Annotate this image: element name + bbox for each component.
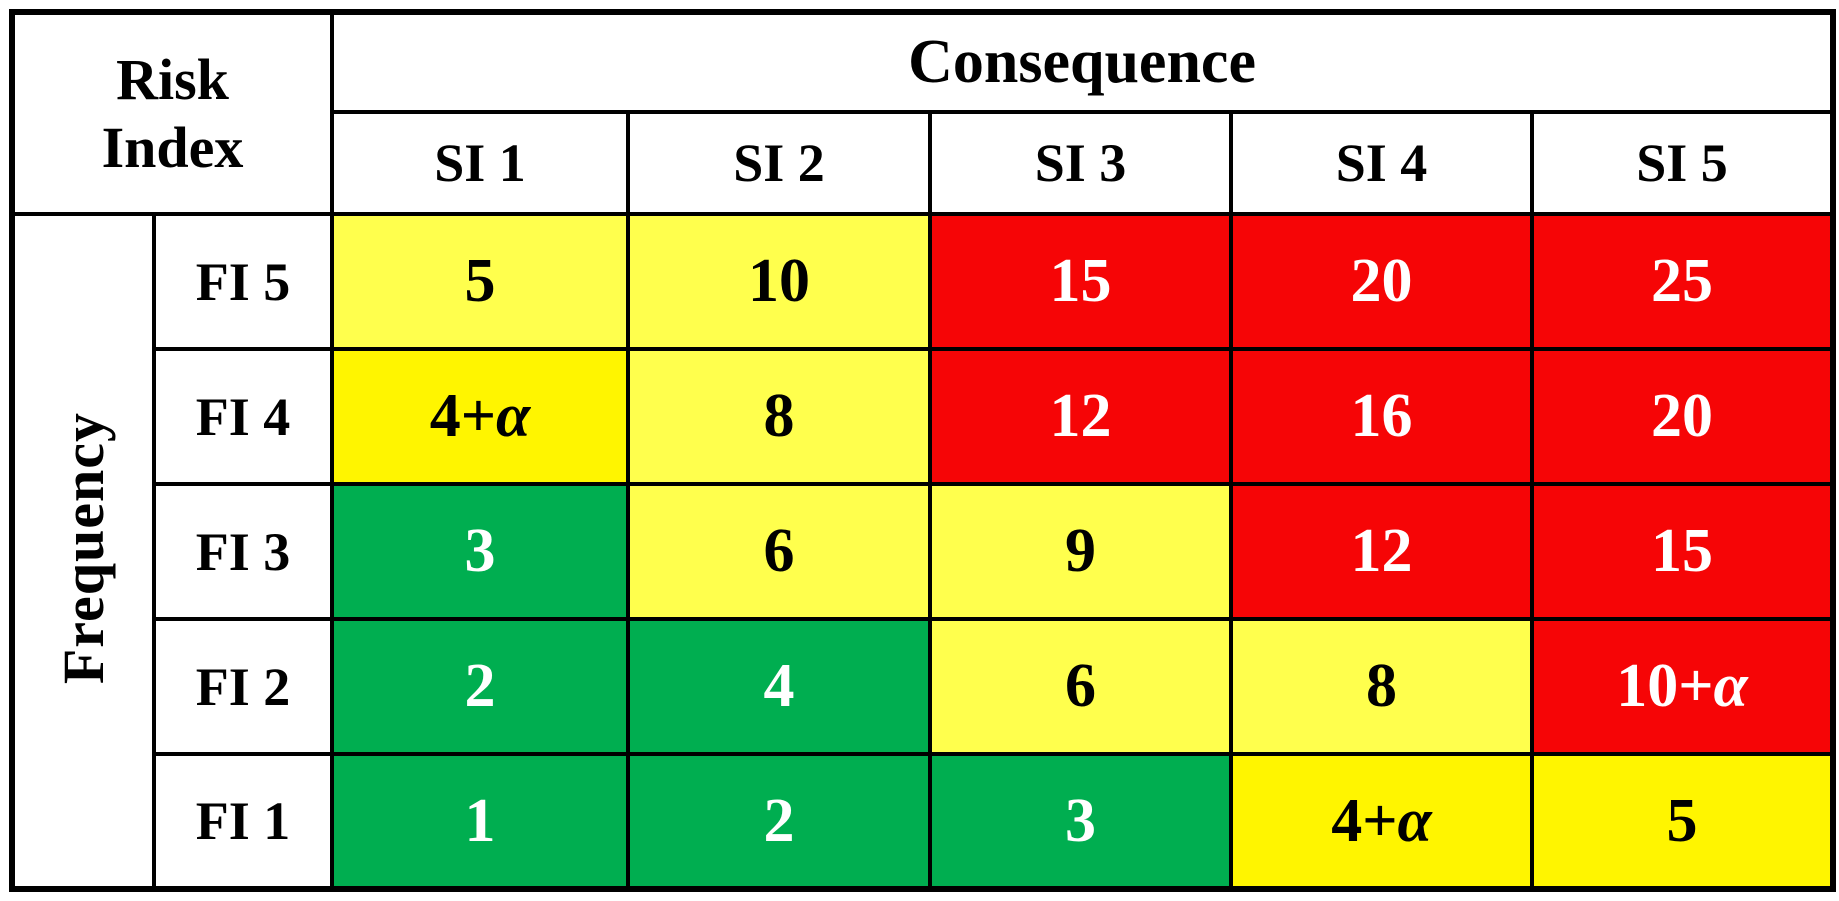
si-column-header-4: SI 4 bbox=[1229, 110, 1535, 216]
matrix-cell: 1 bbox=[330, 752, 631, 891]
fi-row-header-3: FI 3 bbox=[151, 482, 335, 621]
si-column-header-1: SI 1 bbox=[330, 110, 631, 216]
matrix-cell: 9 bbox=[928, 482, 1234, 621]
matrix-cell: 10+α bbox=[1530, 617, 1836, 756]
alpha-symbol: α bbox=[1713, 652, 1748, 720]
matrix-cell: 2 bbox=[330, 617, 631, 756]
si-column-header-5: SI 5 bbox=[1530, 110, 1836, 216]
matrix-cell: 15 bbox=[928, 212, 1234, 351]
risk-index-line-1: Risk bbox=[116, 47, 229, 113]
risk-index-header: Risk Index bbox=[9, 10, 335, 216]
risk-index-line-2: Index bbox=[101, 114, 244, 180]
matrix-cell: 16 bbox=[1229, 347, 1535, 486]
matrix-cell: 4 bbox=[626, 617, 933, 756]
matrix-cell: 5 bbox=[1530, 752, 1836, 891]
matrix-cell: 5 bbox=[330, 212, 631, 351]
matrix-cell: 6 bbox=[626, 482, 933, 621]
frequency-axis-label: Frequency bbox=[51, 412, 116, 685]
matrix-cell: 10 bbox=[626, 212, 933, 351]
fi-row-header-1: FI 1 bbox=[151, 752, 335, 891]
matrix-cell: 2 bbox=[626, 752, 933, 891]
matrix-cell: 12 bbox=[928, 347, 1234, 486]
consequence-header: Consequence bbox=[330, 10, 1836, 114]
frequency-axis-label-cell: Frequency bbox=[10, 212, 156, 891]
matrix-cell: 3 bbox=[928, 752, 1234, 891]
matrix-cell: 25 bbox=[1530, 212, 1836, 351]
matrix-cell: 4+α bbox=[1229, 752, 1535, 891]
fi-row-header-2: FI 2 bbox=[151, 617, 335, 756]
fi-row-header-5: FI 5 bbox=[151, 212, 335, 351]
matrix-cell: 3 bbox=[330, 482, 631, 621]
si-column-header-2: SI 2 bbox=[626, 110, 933, 216]
matrix-cell: 15 bbox=[1530, 482, 1836, 621]
matrix-cell: 8 bbox=[626, 347, 933, 486]
alpha-symbol: α bbox=[496, 382, 531, 450]
matrix-cell: 6 bbox=[928, 617, 1234, 756]
si-column-header-3: SI 3 bbox=[928, 110, 1234, 216]
fi-row-header-4: FI 4 bbox=[151, 347, 335, 486]
matrix-cell: 20 bbox=[1229, 212, 1535, 351]
matrix-cell: 4+α bbox=[330, 347, 631, 486]
matrix-cell: 12 bbox=[1229, 482, 1535, 621]
alpha-symbol: α bbox=[1397, 786, 1432, 855]
matrix-cell: 8 bbox=[1229, 617, 1535, 756]
matrix-cell: 20 bbox=[1530, 347, 1836, 486]
